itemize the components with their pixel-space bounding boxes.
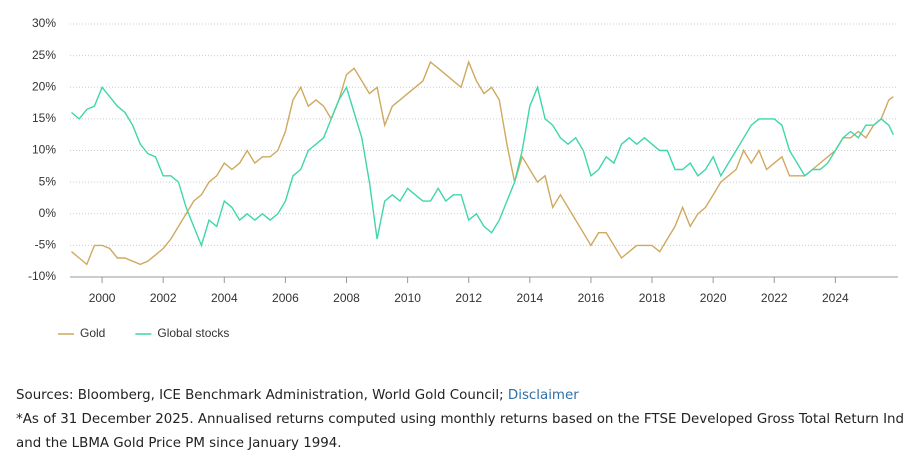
x-tick-label: 2020	[700, 291, 727, 305]
y-tick-label: 5%	[39, 174, 57, 188]
x-tick-label: 2010	[394, 291, 421, 305]
legend-label: Global stocks	[157, 326, 229, 340]
note-line: and the LBMA Gold Price PM since January…	[16, 436, 342, 451]
x-tick-label: 2008	[333, 291, 360, 305]
series-line	[71, 59, 894, 266]
legend-label: Gold	[80, 326, 105, 340]
x-tick-label: 2024	[822, 291, 849, 305]
y-tick-label: -5%	[35, 238, 57, 252]
x-tick-label: 2014	[516, 291, 543, 305]
x-tick-label: 2006	[272, 291, 299, 305]
sources: Sources: Bloomberg, ICE Benchmark Admini…	[16, 388, 508, 403]
y-tick-label: 20%	[32, 79, 56, 93]
chart: -10% -5% 0% 5% 10% 15% 20% 25% 30% 2000 2002 2004 20…	[28, 16, 898, 340]
note-line: *As of 31 December 2025. Annualised retu…	[16, 412, 904, 427]
x-tick-label: 2004	[211, 291, 238, 305]
x-tick-label: 2018	[639, 291, 666, 305]
x-tick-label: 2016	[578, 291, 605, 305]
sources-line: Sources: Bloomberg, ICE Benchmark Admini…	[16, 384, 904, 408]
series-line	[71, 85, 895, 248]
y-tick-label: 10%	[32, 143, 56, 157]
footer: Sources: Bloomberg, ICE Benchmark Admini…	[16, 384, 904, 456]
x-tick-label: 2022	[761, 291, 788, 305]
y-tick-label: -10%	[28, 269, 56, 283]
y-tick-label: 30%	[32, 16, 56, 30]
x-tick-label: 2012	[455, 291, 482, 305]
x-tick-label: 2000	[89, 291, 116, 305]
y-tick-label: 25%	[32, 48, 56, 62]
y-tick-label: 0%	[39, 206, 57, 220]
x-tick-label: 2002	[150, 291, 177, 305]
y-tick-label: 15%	[32, 111, 56, 125]
disclaimer-link[interactable]: Disclaimer	[507, 388, 579, 403]
